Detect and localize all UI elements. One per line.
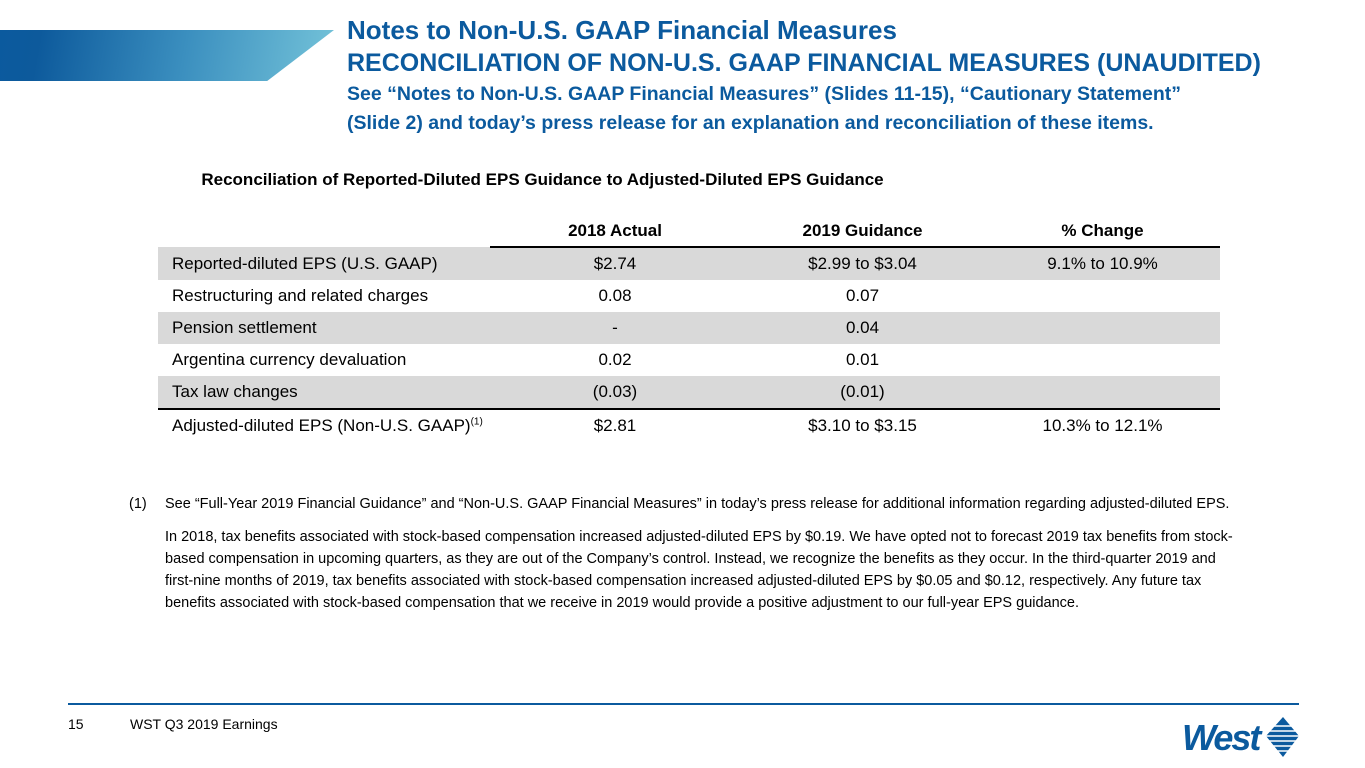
cell-pct-change [985, 280, 1220, 312]
cell-pct-change [985, 376, 1220, 410]
footnote-marker: (1) [129, 496, 147, 512]
header-note-line2: (Slide 2) and today’s press release for … [347, 112, 1154, 134]
footnote-text: See “Full-Year 2019 Financial Guidance” … [165, 496, 1230, 512]
notes: (1) See “Full-Year 2019 Financial Guidan… [129, 493, 1239, 614]
row-label: Restructuring and related charges [172, 286, 429, 305]
table-caption: Reconciliation of Reported-Diluted EPS G… [0, 170, 1365, 190]
table-row: Pension settlement - 0.04 [158, 312, 1220, 344]
cell-2018-actual: - [490, 312, 740, 344]
diamond-icon [1266, 717, 1299, 757]
header-banner [0, 30, 334, 81]
column-header-2018-actual: 2018 Actual [490, 216, 740, 248]
header: Notes to Non-U.S. GAAP Financial Measure… [347, 14, 1261, 138]
cell-2019-guidance: 0.01 [845, 350, 880, 369]
table-row: Argentina currency devaluation 0.02 0.01 [158, 344, 1220, 376]
cell-pct-change [985, 344, 1220, 376]
column-header-2019-guidance: 2019 Guidance [740, 216, 985, 248]
table-caption-text: Reconciliation of Reported-Diluted EPS G… [201, 170, 884, 189]
page-subtitle: RECONCILIATION OF NON-U.S. GAAP FINANCIA… [347, 49, 1261, 77]
row-label: Adjusted-diluted EPS (Non-U.S. GAAP)(1) [158, 409, 490, 442]
page-title: Notes to Non-U.S. GAAP Financial Measure… [347, 15, 897, 45]
cell-2019-guidance: $3.10 to $3.15 [808, 416, 917, 435]
cell-2018-actual: $2.81 [593, 416, 637, 435]
notes-paragraph: In 2018, tax benefits associated with st… [165, 529, 1233, 611]
cell-2019-guidance: 0.07 [845, 286, 880, 305]
row-label: Tax law changes [158, 376, 490, 410]
cell-2018-actual: (0.03) [490, 376, 740, 410]
cell-2018-actual: 0.08 [598, 286, 632, 305]
cell-2018-actual: 0.02 [598, 350, 632, 369]
cell-2019-guidance: $2.99 to $3.04 [740, 247, 985, 280]
west-logo: West [1180, 712, 1300, 765]
row-label: Argentina currency devaluation [172, 350, 407, 369]
cell-pct-change: 10.3% to 12.1% [1042, 416, 1163, 435]
table-row: Reported-diluted EPS (U.S. GAAP) $2.74 $… [158, 247, 1220, 280]
column-header-pct-change: % Change [985, 216, 1220, 248]
table-row: Tax law changes (0.03) (0.01) [158, 376, 1220, 410]
footer-label: WST Q3 2019 Earnings [130, 716, 278, 732]
svg-text:West: West [1182, 717, 1263, 758]
cell-2019-guidance: 0.04 [740, 312, 985, 344]
row-label: Pension settlement [158, 312, 490, 344]
footnote-ref: (1) [470, 416, 483, 428]
page-number: 15 [68, 716, 84, 732]
row-label-text: Adjusted-diluted EPS (Non-U.S. GAAP) [172, 416, 471, 435]
table-row: Restructuring and related charges 0.08 0… [158, 280, 1220, 312]
cell-2018-actual: $2.74 [490, 247, 740, 280]
footer-divider [68, 703, 1299, 705]
table-row-total: Adjusted-diluted EPS (Non-U.S. GAAP)(1) … [158, 409, 1220, 442]
reconciliation-table: 2018 Actual 2019 Guidance % Change Repor… [158, 216, 1220, 442]
header-note-line1: See “Notes to Non-U.S. GAAP Financial Me… [347, 83, 1182, 105]
column-header-label [158, 216, 490, 247]
cell-2019-guidance: (0.01) [740, 376, 985, 410]
row-label: Reported-diluted EPS (U.S. GAAP) [158, 247, 490, 280]
cell-pct-change [985, 312, 1220, 344]
table-header-row: 2018 Actual 2019 Guidance % Change [158, 216, 1220, 248]
cell-pct-change: 9.1% to 10.9% [985, 247, 1220, 280]
